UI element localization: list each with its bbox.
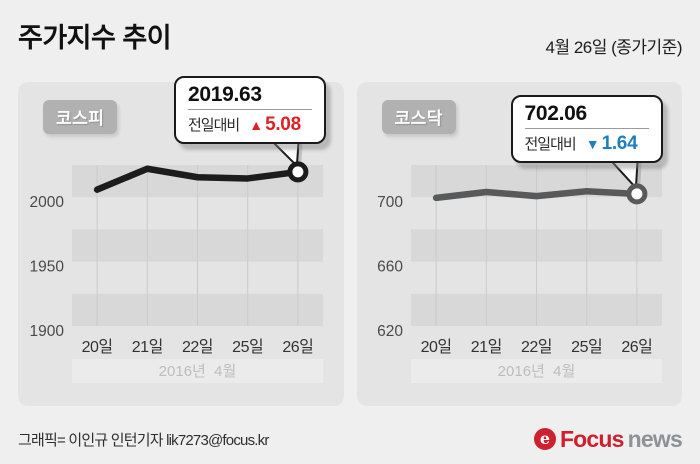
- callout-divider: [188, 109, 312, 110]
- kosdaq-close-value: 702.06: [524, 102, 588, 125]
- kosdaq-panel: 코스닥 700 660 620 20일 21일 22일 25일 26일 2016년 4월 702…: [356, 82, 682, 406]
- down-triangle-icon: ▼: [585, 136, 600, 152]
- kospi-badge: 코스피: [43, 100, 118, 134]
- period-label: 2016년 4월: [497, 363, 575, 380]
- kosdaq-last-point-marker: [625, 183, 647, 205]
- x-tick-label: 26일: [621, 338, 652, 356]
- kosdaq-chart: 700 660 620 20일 21일 22일 25일 26일 2016년 4월: [377, 154, 662, 383]
- y-tick-label: 2000: [30, 194, 65, 211]
- x-tick-label: 20일: [420, 338, 451, 356]
- kospi-change-value: 5.08: [265, 114, 301, 135]
- period-strip: [410, 359, 662, 383]
- page-title: 주가지수 추이: [18, 23, 172, 53]
- up-triangle-icon: ▲: [249, 117, 264, 133]
- header: 주가지수 추이 4월 26일 (종가기준): [0, 0, 700, 64]
- y-tick-label: 660: [377, 259, 403, 276]
- logo-news-text: news: [627, 425, 683, 452]
- kosdaq-line: [432, 187, 640, 202]
- kosdaq-change-row: 전일대비 ▼ 1.64: [525, 133, 649, 155]
- focus-swirl-icon: e: [533, 428, 556, 450]
- x-tick-label: 25일: [232, 338, 263, 356]
- x-tick-label: 21일: [470, 338, 501, 356]
- y-tick-label: 1900: [30, 323, 65, 340]
- change-label: 전일대비: [188, 117, 240, 134]
- x-tick-label: 21일: [132, 338, 163, 356]
- kospi-change-row: 전일대비 ▲ 5.08: [188, 114, 312, 136]
- kospi-callout: 2019.63 전일대비 ▲ 5.08: [174, 76, 326, 144]
- period-strip: [72, 359, 323, 383]
- y-tick-label: 700: [377, 194, 403, 211]
- credit: 그래픽= 이인규 인턴기자 lik7273@focus.kr: [18, 431, 269, 449]
- kospi-line: [93, 165, 302, 193]
- footer: 그래픽= 이인규 인턴기자 lik7273@focus.kr e Focus n…: [0, 422, 700, 456]
- date-note: 4월 26일 (종가기준): [545, 38, 683, 57]
- charts-row: 코스피 2000 1950 1900 20일 21일 22일 25일 26일 2016년 4월 …: [18, 76, 682, 406]
- kospi-last-point-marker: [287, 161, 309, 183]
- logo-focus-text: Focus: [559, 425, 625, 452]
- y-tick-label: 620: [377, 323, 403, 340]
- change-label: 전일대비: [524, 136, 577, 153]
- x-tick-label: 22일: [520, 338, 551, 356]
- callout-divider: [524, 128, 649, 129]
- y-tick-label: 1950: [30, 259, 65, 276]
- kospi-close-value: 2019.63: [188, 83, 262, 106]
- focus-news-logo: e Focus news: [533, 425, 683, 453]
- kosdaq-badge: 코스닥: [381, 100, 456, 134]
- x-tick-label: 20일: [82, 338, 113, 356]
- kospi-panel: 코스피 2000 1950 1900 20일 21일 22일 25일 26일 2016년 4월 …: [18, 76, 344, 406]
- kosdaq-callout: 702.06 전일대비 ▼ 1.64: [510, 95, 663, 163]
- x-tick-label: 25일: [571, 338, 602, 356]
- kosdaq-change-value: 1.64: [601, 133, 638, 154]
- period-label: 2016년 4월: [159, 363, 237, 380]
- x-tick-label: 22일: [182, 338, 213, 356]
- x-tick-label: 26일: [282, 338, 313, 356]
